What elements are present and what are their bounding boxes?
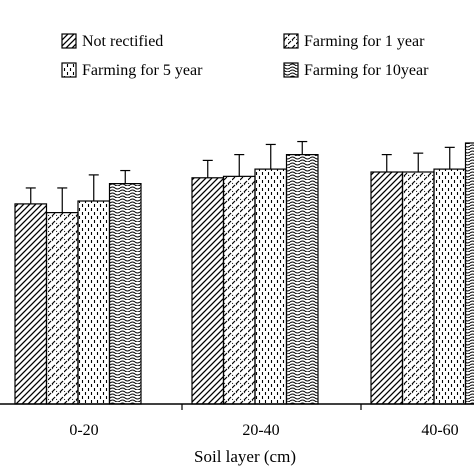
bar-20-40-series-1 <box>191 177 225 405</box>
x-tick-label: 20-40 <box>242 422 279 439</box>
error-bar-40-60-series-2 <box>413 152 424 172</box>
x-tick-label: 40-60 <box>421 422 458 439</box>
bar-20-40-series-2 <box>222 175 256 405</box>
legend-swatch <box>61 33 77 49</box>
bar-40-60-series-1 <box>370 171 404 405</box>
error-bar-20-40-series-4 <box>297 140 308 155</box>
legend-swatch <box>61 62 77 78</box>
legend: Not rectified Farming for 1 year Farming f… <box>61 33 429 79</box>
bar-0-20-series-3 <box>77 200 111 405</box>
bar-40-60-series-4 <box>464 142 474 405</box>
x-ticks: 0-20 20-40 40-60 <box>69 404 459 439</box>
bars <box>14 142 474 405</box>
bar-0-20-series-1 <box>14 203 48 405</box>
error-bar-40-60-series-1 <box>381 154 392 172</box>
x-tick-label: 0-20 <box>69 422 98 439</box>
legend-label: Not rectified <box>82 33 163 50</box>
bar-20-40-series-3 <box>254 168 288 405</box>
legend-swatch <box>283 62 299 78</box>
legend-label: Farming for 5 year <box>82 62 203 79</box>
legend-label: Farming for 10year <box>304 62 429 79</box>
legend-swatch <box>283 33 299 49</box>
bar-20-40-series-4 <box>285 154 319 405</box>
error-bar-0-20-series-3 <box>88 174 99 201</box>
error-bar-0-20-series-2 <box>57 187 68 213</box>
bar-0-20-series-2 <box>45 212 79 405</box>
bar-0-20-series-4 <box>108 183 142 405</box>
bar-40-60-series-3 <box>433 168 467 405</box>
error-bar-40-60-series-3 <box>444 146 455 170</box>
error-bars <box>25 140 455 213</box>
bar-40-60-series-2 <box>401 171 435 405</box>
legend-label: Farming for 1 year <box>304 33 425 50</box>
error-bar-20-40-series-3 <box>265 143 276 170</box>
x-axis-title: Soil layer (cm) <box>194 447 296 466</box>
error-bar-20-40-series-2 <box>234 154 245 177</box>
error-bar-0-20-series-4 <box>120 169 131 184</box>
error-bar-20-40-series-1 <box>202 159 213 178</box>
error-bar-0-20-series-1 <box>25 187 36 204</box>
